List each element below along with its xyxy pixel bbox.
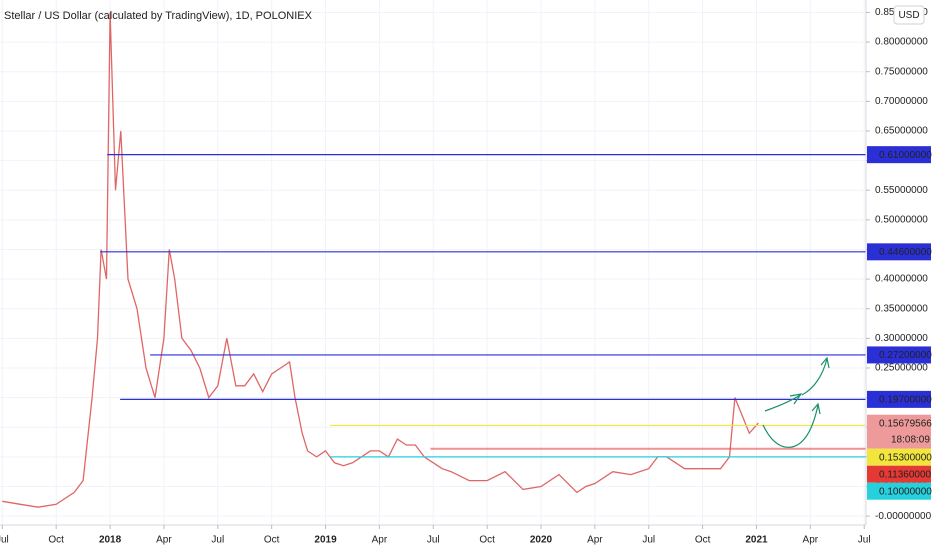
countdown: 18:08:09 — [891, 434, 930, 445]
x-tick-label: Jul — [427, 535, 440, 546]
level-label-box — [867, 390, 931, 408]
x-tick-label: 2019 — [314, 535, 337, 546]
level-label-box — [867, 448, 931, 466]
level-label: 0.44600000 — [879, 247, 932, 258]
y-tick-label: 0.35000000 — [875, 303, 928, 314]
level-label-box — [867, 346, 931, 364]
level-label: 0.10000000 — [879, 486, 932, 497]
x-tick-label: Apr — [156, 535, 172, 546]
level-label: 0.11360000 — [879, 469, 932, 480]
grid — [0, 0, 866, 525]
level-label: 0.19700000 — [879, 395, 932, 406]
x-tick-label: Oct — [695, 535, 711, 546]
x-tick-label: Oct — [264, 535, 280, 546]
y-tick-label: 0.25000000 — [875, 363, 928, 374]
x-tick-label: Apr — [587, 535, 603, 546]
level-label-box — [867, 243, 931, 261]
plot — [2, 12, 866, 508]
x-tick-label: Jul — [642, 535, 655, 546]
y-tick-label: 0.30000000 — [875, 333, 928, 344]
level-label: 0.27200000 — [879, 350, 932, 361]
x-tick-label: Jul — [858, 535, 871, 546]
price-line — [2, 12, 759, 508]
level-label: 0.61000000 — [879, 150, 932, 161]
x-tick-label: Apr — [803, 535, 819, 546]
y-tick-label: 0.65000000 — [875, 126, 928, 137]
level-label-box — [867, 146, 931, 164]
x-tick-label: 2021 — [745, 535, 768, 546]
arrow-head — [820, 356, 830, 369]
y-tick-label: 0.40000000 — [875, 274, 928, 285]
x-tick-label: 2018 — [99, 535, 122, 546]
last-price: 0.15679566 — [879, 418, 932, 429]
annotation-arrows — [762, 356, 830, 448]
x-tick-label: Oct — [48, 535, 64, 546]
chart-title: Stellar / US Dollar (calculated by Tradi… — [4, 10, 313, 22]
y-tick-label: -0.00000000 — [875, 511, 932, 522]
y-tick-label: 0.55000000 — [875, 185, 928, 196]
level-label: 0.15300000 — [879, 452, 932, 463]
price-labels: 0.61000000 0.44600000 0.27200000 0.19700000… — [867, 146, 932, 500]
y-tick-label: 0.80000000 — [875, 37, 928, 48]
y-tick-label: 0.70000000 — [875, 96, 928, 107]
x-tick-label: Jul — [0, 535, 9, 546]
level-label-box — [867, 482, 931, 500]
level-label-box — [867, 465, 931, 483]
y-tick-label: 0.50000000 — [875, 214, 928, 225]
arrow — [764, 394, 801, 412]
y-tick-label: 0.75000000 — [875, 66, 928, 77]
currency-button[interactable] — [893, 5, 925, 25]
arrow-head — [811, 402, 821, 415]
x-tick-label: Oct — [479, 535, 495, 546]
x-tick-label: Apr — [372, 535, 388, 546]
x-tick-label: 2020 — [530, 535, 553, 546]
arrow-head — [789, 393, 803, 405]
arrow — [762, 404, 819, 448]
x-tick-label: Jul — [211, 535, 224, 546]
currency-button-label[interactable]: USD — [898, 10, 919, 21]
last-price-box — [867, 414, 931, 449]
arrow — [801, 358, 828, 396]
